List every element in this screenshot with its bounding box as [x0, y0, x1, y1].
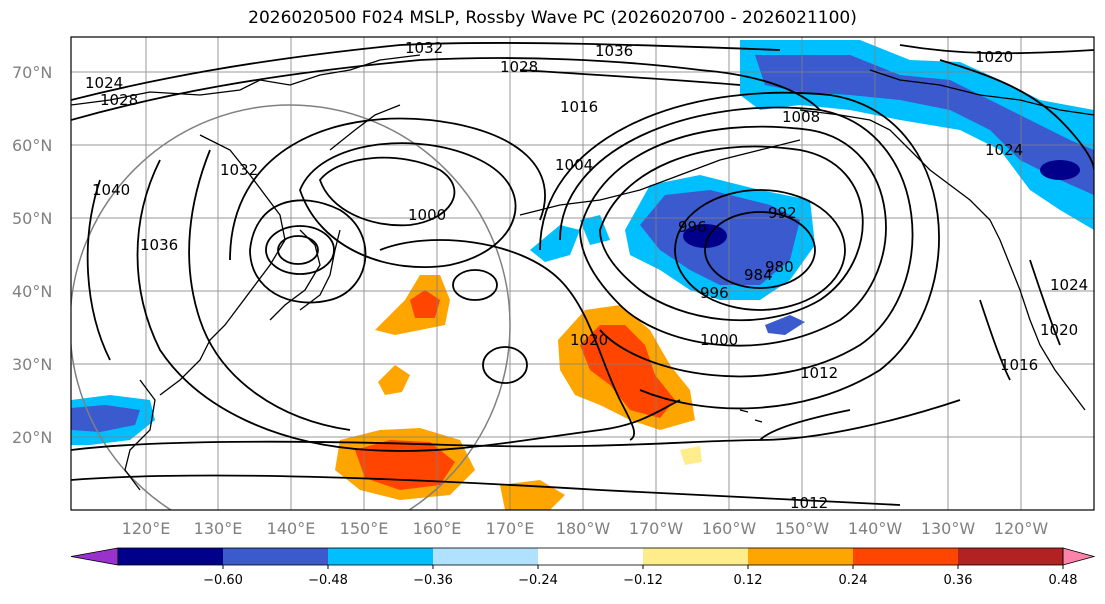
isobar-label: 1024: [1050, 276, 1088, 294]
colorbar-segment: [328, 548, 434, 565]
isobar-label: 1028: [100, 91, 138, 109]
isobar-label: 992: [768, 204, 797, 222]
colorbar-tick-label: 0.36: [944, 573, 973, 588]
colorbar-segment: [748, 548, 854, 565]
isobar-label: 1024: [85, 74, 123, 92]
isobar-label: 1036: [595, 42, 633, 60]
longitude-labels: 120°E 130°E 140°E 150°E 160°E 170°E 180°…: [122, 519, 1049, 538]
lon-label: 140°E: [267, 519, 316, 538]
isobar-label: 1016: [1000, 356, 1038, 374]
lon-label: 130°W: [921, 519, 976, 538]
map-frame: [70, 36, 1095, 511]
isobar-label: 984: [744, 266, 773, 284]
isobar-label: 1012: [800, 364, 838, 382]
colorbar-tick-label: 0.24: [839, 573, 868, 588]
isobar-label: 996: [700, 284, 729, 302]
lon-label: 180°W: [556, 519, 611, 538]
colorbar-tick-label: −0.36: [413, 573, 453, 588]
colorbar: −0.60 −0.48 −0.36 −0.24 −0.12 0.12 0.24 0.36 0.4…: [70, 547, 1096, 588]
lon-label: 130°E: [194, 519, 243, 538]
lon-label: 160°E: [413, 519, 462, 538]
map-title: 2026020500 F024 MSLP, Rossby Wave PC (20…: [248, 8, 857, 28]
isobar-label: 1012: [790, 494, 828, 512]
isobar-label: 1000: [700, 331, 738, 349]
colorbar-tick-label: −0.60: [203, 573, 243, 588]
lat-label: 50°N: [12, 209, 52, 228]
colorbar-tick-label: 0.48: [1049, 573, 1078, 588]
isobar-label: 980: [765, 258, 794, 276]
isobar-label: 1008: [782, 108, 820, 126]
lon-label: 170°E: [486, 519, 535, 538]
isobar-label: 1016: [560, 98, 598, 116]
lat-label: 40°N: [12, 282, 52, 301]
lon-label: 160°W: [702, 519, 757, 538]
isobar-label: 1036: [140, 236, 178, 254]
isobar-label: 1024: [985, 141, 1023, 159]
isobar-label: 1020: [1040, 321, 1078, 339]
lon-label: 150°W: [775, 519, 830, 538]
lon-label: 120°E: [122, 519, 171, 538]
isobar-label: 1004: [555, 156, 593, 174]
lon-label: 170°W: [629, 519, 684, 538]
lon-label: 150°E: [340, 519, 389, 538]
colorbar-extend-high: [1062, 547, 1096, 566]
lat-label: 60°N: [12, 136, 52, 155]
colorbar-segment: [853, 548, 959, 565]
colorbar-segment: [958, 548, 1064, 565]
lat-label: 20°N: [12, 428, 52, 447]
lat-label: 70°N: [12, 63, 52, 82]
isobar-label: 1032: [220, 161, 258, 179]
colorbar-segment: [223, 548, 329, 565]
colorbar-tick-label: −0.12: [623, 573, 663, 588]
colorbar-segment: [538, 548, 644, 565]
colorbar-segment: [118, 548, 224, 565]
lat-label: 30°N: [12, 355, 52, 374]
colorbar-segment: [433, 548, 539, 565]
lon-label: 140°W: [848, 519, 903, 538]
colorbar-tick-label: −0.48: [308, 573, 348, 588]
reference-circle: [71, 104, 511, 510]
isobar-label: 1020: [570, 331, 608, 349]
colorbar-extend-low: [70, 547, 119, 566]
colorbar-tick-label: 0.12: [734, 573, 763, 588]
latitude-labels: 70°N 60°N 50°N 40°N 30°N 20°N: [12, 63, 52, 447]
isobar-label: 1020: [975, 48, 1013, 66]
isobars: [71, 42, 1094, 506]
colorbar-tick-label: −0.24: [518, 573, 558, 588]
isobar-labels: 1032 1036 1028 1024 1028 1016 1008 1004 …: [85, 39, 1088, 512]
colorbar-segment: [643, 548, 749, 565]
colorbar-frame: [117, 547, 1064, 566]
isobar-label: 1040: [92, 181, 130, 199]
graticule: [71, 37, 1094, 510]
isobar-label: 996: [678, 218, 707, 236]
isobar-label: 1028: [500, 58, 538, 76]
isobar-label: 1000: [408, 206, 446, 224]
isobar-label: 1032: [405, 39, 443, 57]
lon-label: 120°W: [994, 519, 1049, 538]
